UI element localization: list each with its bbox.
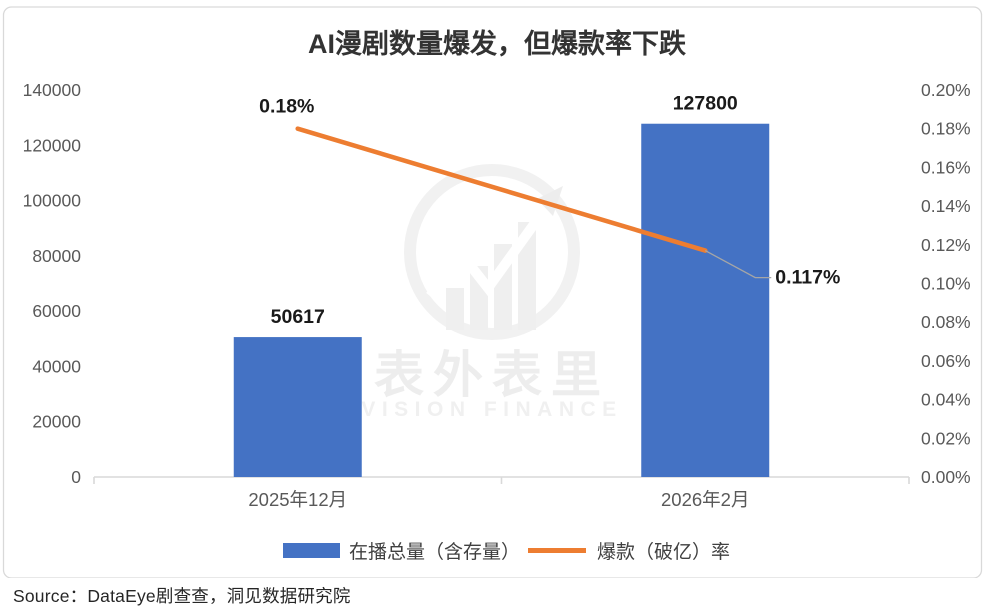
legend: 在播总量（含存量） 爆款（破亿）率: [283, 541, 730, 563]
rate-start-label: 0.18%: [259, 96, 314, 118]
x-axis: 2025年12月 2026年2月: [93, 476, 910, 510]
y-right-tick-label: 0.08%: [921, 312, 971, 332]
y-axis-left: 140000 120000 100000 80000 60000 40000 20000 0: [23, 80, 82, 487]
watermark: 表外表里 VISION FINANCE: [361, 164, 622, 421]
chart-card-border: [2, 6, 983, 579]
y-right-tick-label: 0.10%: [921, 274, 971, 294]
y-right-tick-label: 0.16%: [921, 157, 971, 177]
y-left-tick-label: 80000: [32, 246, 81, 266]
y-right-tick-label: 0.14%: [921, 196, 971, 216]
watermark-text-en: VISION FINANCE: [361, 398, 622, 421]
chart-title: AI漫剧数量爆发，但爆款率下跌: [308, 28, 686, 59]
y-right-tick-label: 0.12%: [921, 235, 971, 255]
watermark-logo-trend-icon: [426, 199, 555, 300]
y-right-tick-label: 0.00%: [921, 467, 971, 487]
y-left-tick-label: 20000: [32, 412, 81, 432]
y-left-tick-label: 100000: [23, 191, 82, 211]
x-category-label: 2025年12月: [248, 489, 347, 510]
bar-value-label: 50617: [271, 306, 325, 328]
y-right-tick-label: 0.18%: [921, 119, 971, 139]
bar-2025年12月: [233, 337, 362, 477]
bar-value-label: 127800: [673, 93, 738, 115]
line-series: [295, 126, 772, 279]
y-right-tick-label: 0.04%: [921, 390, 971, 410]
rate-label-leader-line: [704, 250, 772, 279]
y-left-tick-label: 0: [71, 467, 81, 487]
y-right-tick-label: 0.02%: [921, 428, 971, 448]
y-left-tick-label: 60000: [32, 301, 81, 321]
legend-bar-label: 在播总量（含存量）: [349, 541, 520, 563]
bar-series: [233, 123, 770, 477]
rate-end-label: 0.117%: [775, 267, 840, 289]
watermark-logo-circle-icon: [404, 164, 580, 340]
y-right-tick-label: 0.20%: [921, 80, 971, 100]
rate-line: [295, 126, 708, 253]
y-left-tick-label: 120000: [23, 135, 82, 155]
bar-2026年2月: [641, 123, 770, 477]
watermark-logo-arrow-icon: [537, 186, 563, 216]
watermark-text-cn: 表外表里: [374, 347, 610, 403]
legend-line-label: 爆款（破亿）率: [597, 541, 730, 563]
legend-bar-swatch: [283, 543, 340, 558]
y-left-tick-label: 40000: [32, 356, 81, 376]
y-left-tick-label: 140000: [23, 80, 82, 100]
x-category-label: 2026年2月: [661, 489, 749, 510]
y-right-tick-label: 0.06%: [921, 351, 971, 371]
chart-image: 表外表里 VISION FINANCE AI漫剧数量爆发，但爆款率下跌 1400…: [2, 6, 983, 579]
data-labels: 50617 127800 0.18% 0.117%: [259, 93, 840, 328]
source-text: Source：DataEye剧查查，洞见数据研究院: [13, 586, 351, 606]
y-axis-right: 0.20% 0.18% 0.16% 0.14% 0.12% 0.10% 0.08% 0.06%…: [921, 80, 971, 487]
